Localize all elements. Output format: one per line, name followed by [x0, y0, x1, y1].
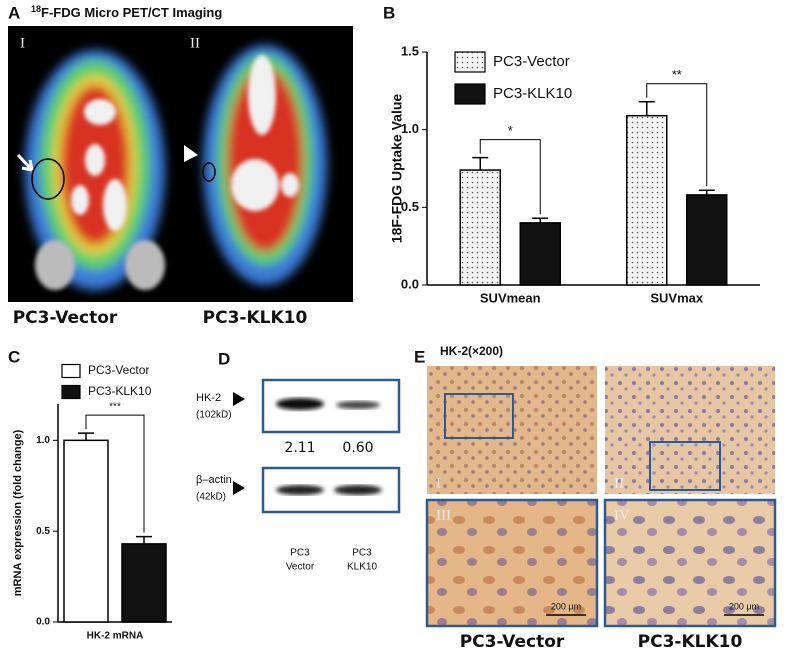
zoom-box — [649, 441, 721, 491]
band — [276, 398, 324, 410]
scale-label: 200 μm — [729, 601, 759, 611]
error-bar — [532, 217, 549, 223]
caption: PC3-KLK10 — [203, 308, 308, 328]
error-bar — [698, 189, 715, 195]
arrowhead — [184, 145, 198, 162]
arrowhead — [233, 481, 245, 495]
tumor-outline — [202, 162, 216, 182]
band-size: (42kD) — [196, 492, 226, 503]
legend-swatch — [61, 384, 81, 400]
ellipse — [281, 173, 299, 197]
y-tick-label: 1.0 — [36, 435, 50, 446]
annotation: ** — [672, 67, 682, 82]
band-size: (102kD) — [196, 410, 232, 421]
band — [276, 485, 324, 495]
ellipse — [84, 99, 116, 125]
y-axis-label: 18F-FDG Uptake Value — [389, 94, 405, 244]
caption: PC3-Vector — [13, 308, 118, 328]
lane-label: Vector — [286, 562, 315, 573]
subpanel-label: I — [436, 475, 441, 491]
band — [336, 401, 380, 409]
error-bar — [136, 535, 152, 544]
panel-label: E — [414, 347, 425, 366]
band — [334, 485, 382, 495]
legend-label: PC3-KLK10 — [493, 85, 572, 102]
bar — [519, 222, 561, 286]
panel-label: C — [8, 347, 20, 366]
x-tick-label: SUVmax — [650, 290, 704, 305]
bar — [686, 194, 728, 286]
ellipse — [231, 159, 279, 211]
significance-bracket — [479, 139, 541, 215]
y-axis-label: mRNA expression (fold change) — [12, 429, 24, 596]
subpanel-label: III — [436, 507, 451, 523]
title-sup: 18 — [31, 4, 41, 14]
error-bar — [78, 432, 94, 441]
panel-label: B — [383, 3, 395, 22]
ellipse — [85, 144, 105, 176]
band-name: β–actin — [196, 474, 232, 486]
y-tick-label: 0.0 — [401, 276, 419, 291]
subpanel-label: II — [614, 475, 624, 491]
lane-label: KLK10 — [347, 562, 377, 573]
legend-label: PC3-KLK10 — [88, 384, 152, 398]
ellipse — [71, 185, 89, 215]
tumor-outline — [31, 158, 65, 200]
annotation: *** — [109, 402, 121, 413]
annotation: * — [508, 123, 513, 138]
ellipse — [125, 240, 165, 290]
zoom-box — [444, 393, 514, 439]
band-name: HK-2 — [196, 392, 221, 404]
y-tick-label: 0.0 — [36, 617, 50, 628]
caption: PC3-Vector — [460, 632, 565, 652]
x-tick-label: HK-2 mRNA — [87, 631, 144, 642]
pet-body — [25, 45, 327, 290]
y-tick-label: 0.5 — [401, 199, 419, 214]
ellipse — [248, 55, 276, 135]
panel-title: 18F-FDG Micro PET/CT Imaging — [31, 4, 222, 20]
significance-bracket — [646, 83, 708, 187]
lane-label: PC3 — [352, 548, 372, 559]
histology-zoom — [425, 498, 599, 628]
histology-zoom — [603, 498, 777, 628]
subpanel-label: II — [190, 35, 200, 51]
title-text: F-FDG Micro PET/CT Imaging — [41, 5, 222, 20]
legend-swatch — [454, 51, 486, 73]
quant: 0.60 — [342, 440, 373, 456]
subpanel-label: IV — [614, 507, 630, 523]
scale-label: 200 μm — [551, 601, 581, 611]
y-tick-label: 1.5 — [401, 43, 419, 58]
arrow — [16, 153, 34, 172]
x-tick-label: SUVmean — [480, 290, 541, 305]
arrowhead — [233, 392, 245, 406]
ellipse — [35, 240, 75, 290]
bar — [626, 114, 668, 286]
legend-label: PC3-Vector — [88, 363, 149, 377]
error-bar — [638, 100, 655, 116]
caption: PC3-KLK10 — [638, 632, 743, 652]
ellipse — [103, 179, 127, 231]
panel-title: HK-2(×200) — [440, 344, 503, 358]
bar — [459, 169, 501, 286]
quant: 2.11 — [284, 440, 315, 456]
legend-swatch — [61, 363, 81, 379]
bar — [121, 543, 167, 623]
legend-label: PC3-Vector — [493, 53, 570, 70]
pet-hotspots — [35, 55, 299, 290]
bar — [63, 439, 109, 623]
panel-label: A — [8, 3, 20, 22]
y-tick-label: 1.0 — [401, 121, 419, 136]
panel-label: D — [218, 349, 230, 368]
error-bar — [472, 156, 489, 171]
histology — [605, 366, 775, 494]
subpanel-label: I — [20, 35, 25, 51]
y-tick-label: 0.5 — [36, 526, 50, 537]
lane-label: PC3 — [290, 548, 310, 559]
legend-swatch — [454, 83, 486, 105]
significance-bracket — [85, 414, 145, 533]
